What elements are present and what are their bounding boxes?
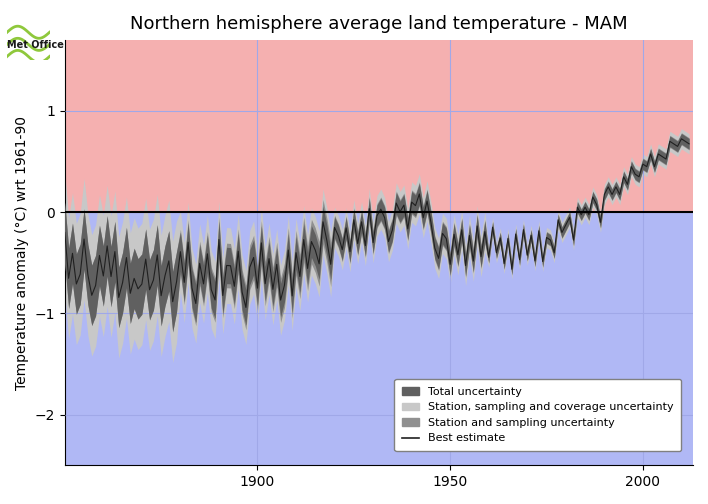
- Bar: [64, 212, 693, 465]
- Bar: [64, 40, 693, 212]
- Y-axis label: Temperature anomaly (°C) wrt 1961-90: Temperature anomaly (°C) wrt 1961-90: [15, 116, 29, 390]
- Text: Met Office: Met Office: [7, 40, 64, 50]
- Title: Northern hemisphere average land temperature - MAM: Northern hemisphere average land tempera…: [130, 15, 628, 33]
- Legend: Total uncertainty, Station, sampling and coverage uncertainty, Station and sampl: Total uncertainty, Station, sampling and…: [394, 379, 681, 451]
